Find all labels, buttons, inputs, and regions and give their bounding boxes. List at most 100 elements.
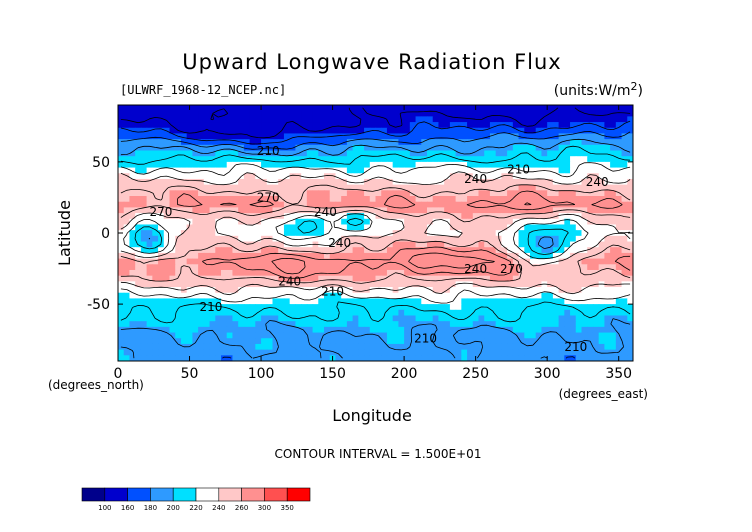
heatmap-cell <box>427 213 434 220</box>
heatmap-cell <box>558 332 565 339</box>
heatmap-cell <box>129 349 136 356</box>
heatmap-cell <box>581 264 588 271</box>
heatmap-cell <box>547 196 554 203</box>
heatmap-cell <box>598 224 605 231</box>
heatmap-cell <box>604 355 611 361</box>
heatmap-cell <box>541 224 548 231</box>
heatmap-cell <box>198 304 205 311</box>
heatmap-cell <box>398 298 405 305</box>
heatmap-cell <box>604 275 611 282</box>
heatmap-cell <box>295 139 302 146</box>
heatmap-cell <box>180 122 188 129</box>
heatmap-cell <box>512 315 520 322</box>
heatmap-cell <box>455 326 462 334</box>
heatmap-cell <box>346 269 354 277</box>
heatmap-cell <box>129 110 136 117</box>
heatmap-cell <box>472 139 480 146</box>
heatmap-cell <box>570 252 577 260</box>
heatmap-cell <box>541 133 548 140</box>
heatmap-cell <box>289 241 296 248</box>
heatmap-cell <box>255 235 262 243</box>
heatmap-cell <box>192 139 199 146</box>
heatmap-cell <box>283 309 291 317</box>
heatmap-cell <box>495 281 502 288</box>
heatmap-cell <box>238 287 245 294</box>
heatmap-cell <box>318 213 325 220</box>
heatmap-cell <box>552 167 560 174</box>
heatmap-cell <box>489 190 497 197</box>
heatmap-cell <box>129 116 136 123</box>
heatmap-cell <box>203 287 211 294</box>
heatmap-cell <box>409 309 417 317</box>
heatmap-cell <box>158 281 165 288</box>
heatmap-cell <box>587 332 594 339</box>
heatmap-cell <box>570 116 577 123</box>
heatmap-cell <box>467 264 474 271</box>
heatmap-cell <box>272 298 279 305</box>
heatmap-cell <box>501 144 508 152</box>
heatmap-cell <box>392 224 399 231</box>
heatmap-cell <box>581 315 588 322</box>
heatmap-cell <box>489 127 497 135</box>
heatmap-cell <box>301 127 308 135</box>
heatmap-cell <box>175 150 182 157</box>
heatmap-cell <box>295 144 302 152</box>
heatmap-cell <box>278 150 285 157</box>
heatmap-cell <box>238 235 245 243</box>
heatmap-cell <box>507 241 514 248</box>
heatmap-cell <box>295 275 302 282</box>
heatmap-cell <box>306 150 314 157</box>
heatmap-cell <box>192 133 199 140</box>
heatmap-cell <box>209 247 216 254</box>
heatmap-cell <box>615 116 623 123</box>
heatmap-cell <box>472 309 480 317</box>
heatmap-cell <box>312 173 319 180</box>
heatmap-cell <box>575 196 583 203</box>
heatmap-cell <box>581 161 588 169</box>
heatmap-cell <box>375 178 382 186</box>
heatmap-cell <box>467 287 474 294</box>
heatmap-cell <box>587 127 594 135</box>
heatmap-cell <box>592 338 600 345</box>
heatmap-cell <box>604 252 611 260</box>
heatmap-cell <box>255 105 262 112</box>
heatmap-cell <box>198 213 205 220</box>
heatmap-cell <box>278 309 285 317</box>
heatmap-cell <box>507 173 514 180</box>
heatmap-cell <box>621 241 628 248</box>
heatmap-cell <box>489 247 497 254</box>
heatmap-cell <box>581 355 588 361</box>
heatmap-cell <box>598 275 605 282</box>
heatmap-cell <box>186 275 193 282</box>
heatmap-cell <box>255 338 262 345</box>
heatmap-cell <box>444 105 451 112</box>
heatmap-cell <box>438 133 445 140</box>
heatmap-cell <box>472 292 480 300</box>
heatmap-cell <box>152 287 159 294</box>
heatmap-cell <box>564 190 571 197</box>
heatmap-cell <box>238 150 245 157</box>
heatmap-cell <box>341 213 348 220</box>
heatmap-cell <box>255 150 262 157</box>
heatmap-cell <box>581 127 588 135</box>
heatmap-cell <box>449 309 457 317</box>
heatmap-cell <box>261 122 268 129</box>
heatmap-cell <box>610 281 617 288</box>
heatmap-cell <box>289 269 296 277</box>
heatmap-cell <box>146 161 153 169</box>
heatmap-cell <box>615 309 623 317</box>
heatmap-cell <box>535 196 543 203</box>
heatmap-cell <box>592 321 600 328</box>
heatmap-cell <box>518 264 525 271</box>
heatmap-cell <box>318 218 325 226</box>
heatmap-cell <box>535 264 543 271</box>
heatmap-cell <box>598 201 605 208</box>
heatmap-cell <box>495 213 502 220</box>
heatmap-cell <box>215 264 222 271</box>
heatmap-cell <box>312 315 319 322</box>
heatmap-cell <box>364 235 371 243</box>
heatmap-cell <box>501 304 508 311</box>
heatmap-cell <box>530 355 537 361</box>
heatmap-cell <box>552 173 560 180</box>
heatmap-cell <box>530 281 537 288</box>
